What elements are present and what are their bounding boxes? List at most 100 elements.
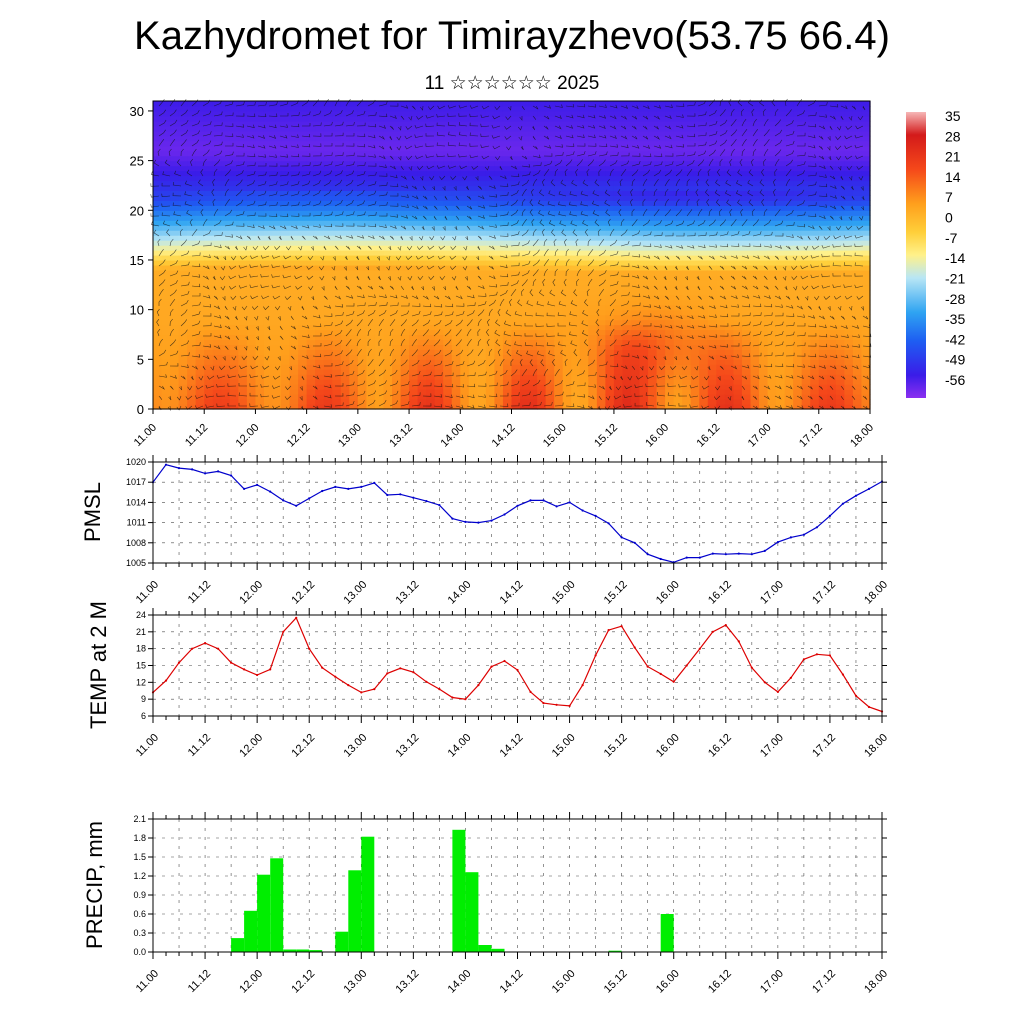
- heatmap-cell: [502, 230, 513, 236]
- heatmap-cell: [511, 404, 521, 410]
- heatmap-cell: [485, 205, 496, 211]
- heatmap-cell: [451, 210, 461, 216]
- heatmap-cell: [699, 110, 709, 117]
- heatmap-cell: [289, 170, 299, 177]
- heatmap-cell: [187, 145, 197, 152]
- heatmap-cell: [451, 374, 461, 380]
- heatmap-cell: [750, 289, 760, 296]
- heatmap-cell: [545, 364, 555, 370]
- heatmap-cell: [366, 105, 376, 112]
- heatmap-cell: [818, 289, 828, 296]
- heatmap-cell: [460, 145, 470, 152]
- heatmap-cell: [810, 240, 820, 246]
- heatmap-cell: [263, 101, 274, 107]
- heatmap-cell: [545, 284, 555, 291]
- heatmap-cell: [801, 349, 811, 355]
- heatmap-cell: [588, 269, 598, 276]
- heatmap-cell: [400, 389, 410, 395]
- heatmap-cell: [204, 200, 214, 206]
- heatmap-cell: [187, 309, 197, 316]
- heatmap-cell: [246, 195, 257, 201]
- heatmap-cell: [716, 309, 726, 316]
- heatmap-cell: [656, 294, 666, 301]
- heatmap-cell: [656, 329, 666, 336]
- heatmap-cell: [776, 101, 786, 107]
- heatmap-cell: [366, 334, 376, 341]
- heatmap-cell: [571, 324, 581, 331]
- heatmap-cell: [340, 150, 350, 157]
- heatmap-cell: [153, 195, 163, 201]
- heatmap-cell: [494, 299, 504, 306]
- heatmap-cell: [178, 195, 188, 201]
- heatmap-cell: [588, 274, 598, 281]
- heatmap-cell: [528, 289, 538, 296]
- heatmap-cell: [221, 165, 231, 172]
- heatmap-cell: [426, 334, 436, 341]
- heatmap-cell: [724, 125, 735, 132]
- heatmap-cell: [631, 374, 641, 380]
- heatmap-cell: [400, 299, 410, 306]
- heatmap-cell: [810, 324, 820, 331]
- heatmap-cell: [383, 299, 393, 306]
- heatmap-cell: [451, 264, 461, 271]
- heatmap-cell: [434, 329, 444, 336]
- heatmap-cell: [417, 195, 427, 201]
- heatmap-cell: [298, 399, 308, 405]
- heatmap-cell: [366, 140, 376, 147]
- heatmap-cell: [648, 135, 658, 142]
- heatmap-cell: [810, 389, 820, 395]
- heatmap-cell: [392, 235, 402, 241]
- heatmap-cell: [690, 240, 700, 246]
- heatmap-cell: [511, 294, 521, 301]
- heatmap-cell: [426, 304, 436, 311]
- heatmap-cell: [426, 384, 436, 390]
- heatmap-cell: [588, 349, 598, 355]
- heatmap-cell: [417, 210, 427, 216]
- heatmap-cell: [733, 245, 743, 251]
- heatmap-cell: [332, 130, 342, 137]
- heatmap-cell: [281, 180, 291, 187]
- heatmap-cell: [272, 334, 282, 341]
- heatmap-cell: [776, 364, 786, 370]
- heatmap-cell: [238, 339, 248, 346]
- heatmap-cell: [161, 140, 171, 147]
- heatmap-cell: [827, 304, 837, 311]
- heatmap-cell: [460, 250, 470, 256]
- heatmap-cell: [707, 190, 717, 196]
- heatmap-cell: [426, 389, 436, 395]
- heatmap-cell: [818, 230, 828, 236]
- heatmap-cell: [434, 389, 444, 395]
- heatmap-cell: [690, 304, 700, 311]
- heatmap-cell: [588, 230, 598, 236]
- heatmap-cell: [161, 195, 171, 201]
- heatmap-cell: [818, 369, 828, 375]
- heatmap-cell: [554, 349, 564, 355]
- heatmap-cell: [579, 105, 589, 112]
- heatmap-cell: [699, 289, 709, 296]
- heatmap-cell: [332, 289, 342, 296]
- heatmap-cell: [724, 180, 735, 187]
- heatmap-cell: [477, 150, 487, 157]
- heatmap-cell: [648, 329, 658, 336]
- heatmap-cell: [520, 359, 530, 365]
- heatmap-cell: [750, 115, 760, 122]
- heatmap-cell: [460, 155, 470, 162]
- heatmap-cell: [545, 269, 555, 276]
- heatmap-cell: [631, 135, 641, 142]
- heatmap-cell: [383, 279, 393, 286]
- heatmap-cell: [835, 274, 845, 281]
- heatmap-cell: [724, 195, 735, 201]
- heatmap-cell: [255, 245, 265, 251]
- heatmap-cell: [238, 314, 248, 321]
- heatmap-cell: [673, 235, 683, 241]
- heatmap-cell: [511, 384, 521, 390]
- heatmap-cell: [827, 115, 837, 122]
- heatmap-cell: [656, 115, 666, 122]
- heatmap-cell: [443, 309, 453, 316]
- heatmap-cell: [835, 235, 845, 241]
- heatmap-cell: [204, 160, 214, 167]
- heatmap-cell: [298, 344, 308, 350]
- heatmap-cell: [818, 105, 828, 112]
- heatmap-cell: [707, 284, 717, 291]
- heatmap-cell: [272, 259, 282, 266]
